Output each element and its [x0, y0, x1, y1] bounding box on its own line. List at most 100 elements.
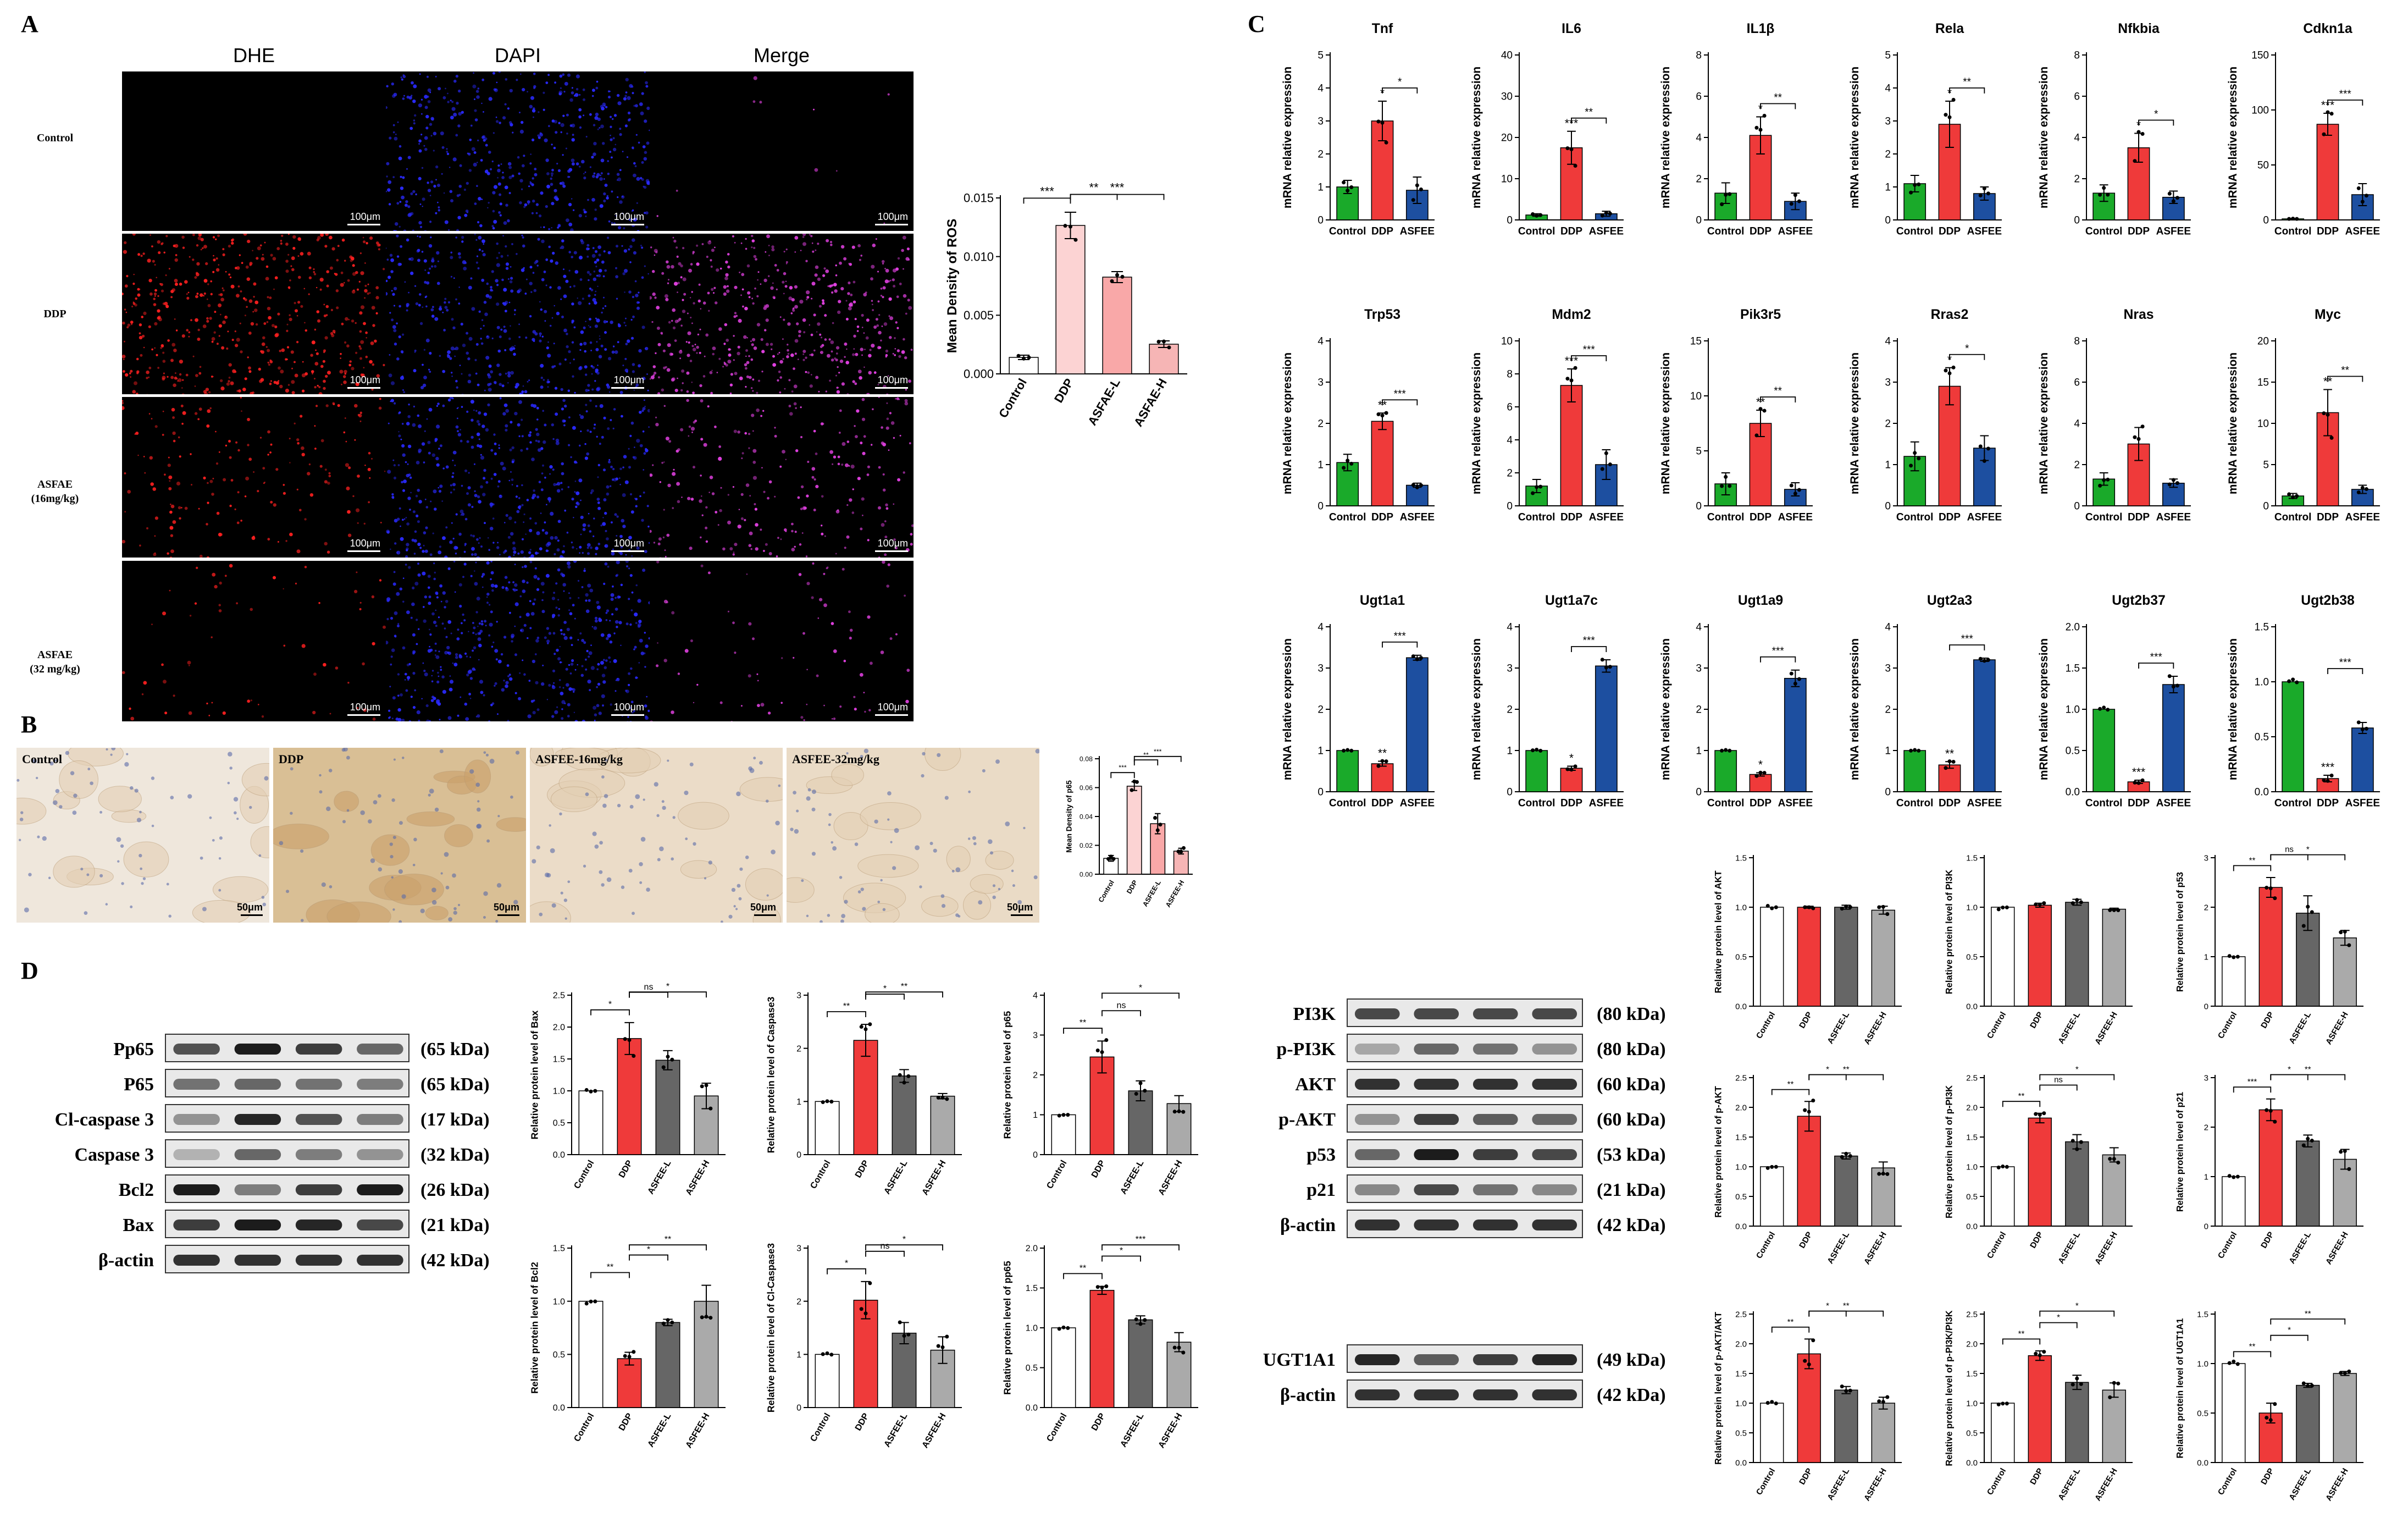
- bar-ddp: [1939, 765, 1960, 792]
- significance-star: *: [1569, 752, 1574, 765]
- x-tick-label: ASFEE-H: [921, 1412, 948, 1450]
- y-tick-label: 2.5: [1735, 1310, 1747, 1319]
- significance-bracket: [827, 1269, 866, 1274]
- significance-label: *: [2057, 1313, 2060, 1322]
- bar-control: [2222, 1177, 2245, 1226]
- right-protein-label: PI3K: [1209, 1004, 1336, 1025]
- bar-control: [1761, 1167, 1784, 1226]
- right-blot-strip: [1347, 1104, 1583, 1133]
- x-tick-label: Control: [809, 1159, 832, 1191]
- y-axis-label: Relative protein level of Cl-Caspase3: [765, 1243, 776, 1412]
- data-point: [2291, 217, 2295, 220]
- data-point: [2306, 1384, 2310, 1388]
- x-tick-label: ASFEE: [2345, 512, 2380, 523]
- data-point: [1565, 146, 1569, 150]
- data-point: [1763, 409, 1767, 412]
- y-tick-label: 2: [1507, 468, 1513, 479]
- y-tick-label: 0: [796, 1404, 801, 1413]
- data-point: [1797, 488, 1801, 492]
- y-tick-label: 2.0: [1966, 1339, 1978, 1349]
- y-axis-label: Relative protein level of pp65: [1001, 1261, 1012, 1395]
- data-point: [1840, 907, 1844, 911]
- y-tick-label: 1: [1318, 182, 1324, 194]
- data-point: [1807, 1362, 1811, 1366]
- bar-control: [1715, 751, 1736, 792]
- significance-bracket: [1761, 657, 1795, 663]
- y-tick-label: 100: [2251, 105, 2269, 117]
- bar-asfee-h: [1872, 910, 1895, 1006]
- significance-label: **: [1089, 181, 1099, 195]
- data-point: [2079, 1382, 2083, 1386]
- x-tick-label: DDP: [1051, 376, 1076, 405]
- data-point: [1381, 759, 1385, 763]
- data-point: [1997, 1166, 2001, 1169]
- y-tick-label: 3: [1885, 377, 1891, 389]
- data-point: [1601, 214, 1604, 218]
- data-point: [1419, 656, 1423, 660]
- y-tick-label: 0.0: [2066, 787, 2080, 798]
- x-tick-label: DDP: [1090, 1158, 1108, 1179]
- y-tick-label: 4: [1318, 83, 1324, 95]
- x-tick-label: DDP: [2128, 226, 2150, 238]
- data-point: [2302, 1144, 2306, 1147]
- data-point: [1565, 768, 1569, 771]
- data-point: [1139, 1322, 1143, 1326]
- y-tick-label: 0.5: [553, 1119, 565, 1128]
- significance-label: **: [2249, 856, 2256, 865]
- data-point: [2042, 1350, 2046, 1354]
- data-point: [2172, 199, 2175, 203]
- y-axis-label: mRNA relative expression: [2227, 638, 2239, 780]
- significance-bracket: [591, 1010, 629, 1016]
- data-point: [2228, 954, 2232, 958]
- right2-blot-strip: [1347, 1379, 1583, 1408]
- data-point: [1531, 491, 1535, 495]
- data-point: [2361, 727, 2365, 731]
- y-axis-label: Relative protein level of p-PI3K/PI3K: [1945, 1310, 1955, 1466]
- bar-control: [2093, 709, 2114, 792]
- y-tick-label: 0.0: [1966, 1002, 1978, 1011]
- left-kda-label: (42 kDa): [420, 1250, 490, 1271]
- data-point: [2168, 674, 2172, 678]
- data-point: [1766, 904, 1770, 908]
- y-tick-label: 1.0: [1966, 1399, 1978, 1408]
- x-tick-label: ASFEE-H: [1862, 1011, 1889, 1047]
- chart-title: Ugt1a9: [1738, 593, 1783, 608]
- significance-label: **: [1585, 107, 1593, 118]
- right-blot-strip: [1347, 998, 1583, 1027]
- bar-asfee: [1974, 660, 1995, 792]
- data-point: [826, 1351, 829, 1355]
- data-point: [1728, 484, 1731, 488]
- y-tick-label: 1.0: [1735, 1162, 1747, 1172]
- significance-label: **: [843, 1002, 850, 1011]
- significance-label: *: [1398, 76, 1402, 88]
- bar-control: [2222, 957, 2245, 1006]
- significance-label: **: [2249, 1342, 2256, 1351]
- data-point: [1770, 1165, 1774, 1169]
- data-point: [1793, 193, 1797, 197]
- data-point: [1885, 1172, 1889, 1176]
- x-tick-label: Control: [1707, 798, 1745, 809]
- data-point: [2034, 902, 2038, 906]
- left-blot-strip: [165, 1139, 409, 1168]
- y-tick-label: 3: [796, 991, 801, 1001]
- data-point: [1096, 1285, 1100, 1289]
- right2-protein-label: β-actin: [1209, 1385, 1336, 1406]
- significance-label: *: [2075, 1065, 2079, 1074]
- right-protein-label: p-PI3K: [1209, 1039, 1336, 1060]
- y-axis-label: Relative protein level of p53: [2175, 872, 2185, 992]
- chart-title: Ugt2b38: [2301, 593, 2354, 608]
- y-tick-label: 1.5: [1735, 1133, 1747, 1142]
- scale-bar: 100μm: [875, 702, 908, 716]
- data-point: [1979, 657, 1983, 661]
- micrograph-asfae-32-merge: 100μm: [650, 561, 914, 721]
- y-tick-label: 30: [1501, 91, 1513, 103]
- data-point: [1790, 484, 1793, 488]
- significance-bracket: [1102, 993, 1179, 998]
- micrograph-asfae-32-dapi: 100μm: [386, 561, 650, 721]
- data-point: [1381, 413, 1385, 417]
